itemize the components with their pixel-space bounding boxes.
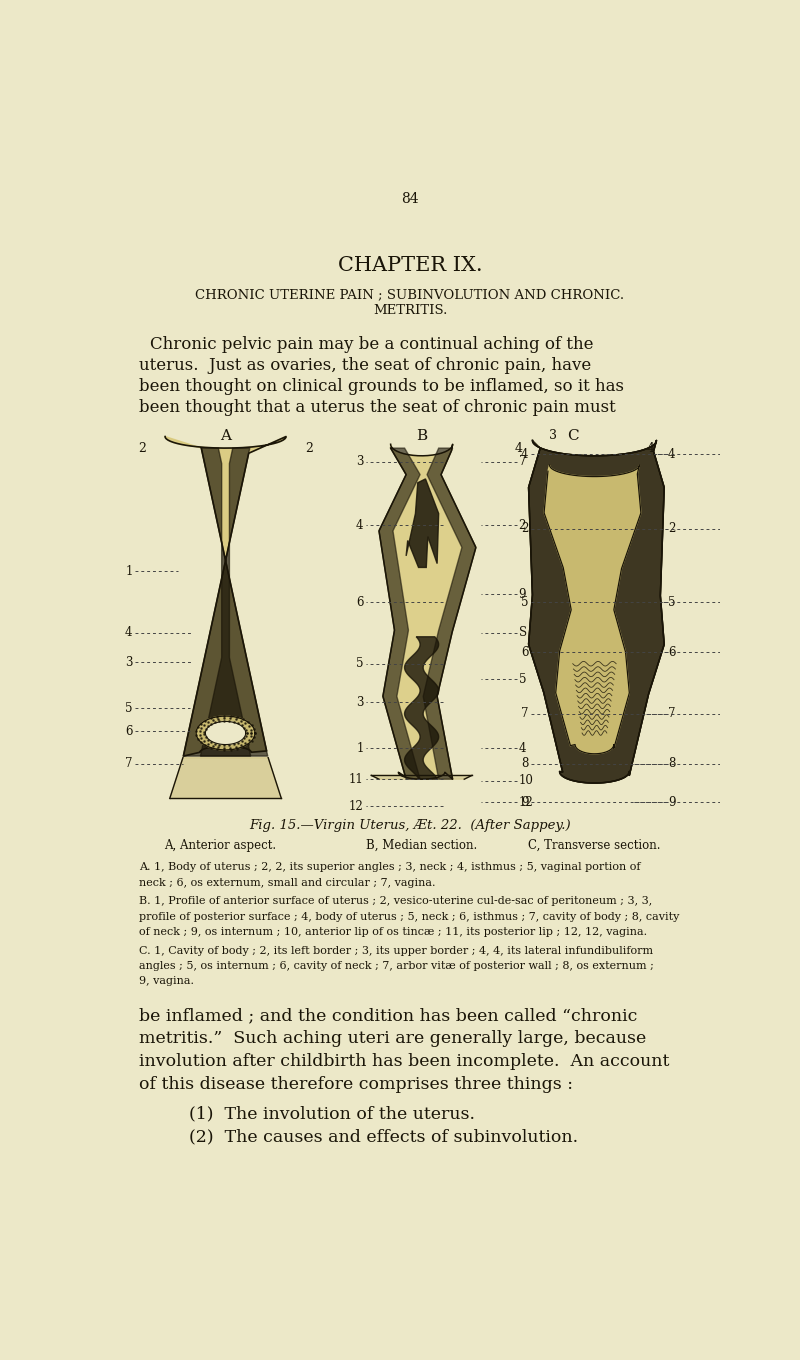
Polygon shape bbox=[405, 636, 438, 779]
Text: 12: 12 bbox=[518, 796, 534, 809]
Polygon shape bbox=[406, 479, 438, 567]
Text: 2: 2 bbox=[668, 522, 675, 536]
Text: 6: 6 bbox=[521, 646, 529, 658]
Text: Chronic pelvic pain may be a continual aching of the: Chronic pelvic pain may be a continual a… bbox=[150, 336, 594, 354]
Text: B, Median section.: B, Median section. bbox=[366, 839, 478, 853]
Text: 4: 4 bbox=[521, 447, 529, 461]
Polygon shape bbox=[201, 447, 268, 756]
Text: 4: 4 bbox=[646, 442, 654, 456]
Polygon shape bbox=[423, 447, 476, 779]
Text: 9: 9 bbox=[521, 796, 529, 809]
Text: be inflamed ; and the condition has been called “chronic: be inflamed ; and the condition has been… bbox=[138, 1008, 637, 1024]
Text: A. 1, Body of uterus ; 2, 2, its superior angles ; 3, neck ; 4, isthmus ; 5, vag: A. 1, Body of uterus ; 2, 2, its superio… bbox=[138, 862, 640, 872]
Text: 5: 5 bbox=[125, 702, 133, 715]
Text: 5: 5 bbox=[518, 673, 526, 685]
Text: 4: 4 bbox=[514, 442, 522, 456]
Text: neck ; 6, os externum, small and circular ; 7, vagina.: neck ; 6, os externum, small and circula… bbox=[138, 877, 435, 888]
Text: A: A bbox=[220, 428, 231, 443]
Text: profile of posterior surface ; 4, body of uterus ; 5, neck ; 6, isthmus ; 7, cav: profile of posterior surface ; 4, body o… bbox=[138, 911, 679, 922]
Text: angles ; 5, os internum ; 6, cavity of neck ; 7, arbor vitæ of posterior wall ; : angles ; 5, os internum ; 6, cavity of n… bbox=[138, 962, 654, 971]
Text: 7: 7 bbox=[668, 707, 675, 721]
Text: 8: 8 bbox=[668, 758, 675, 770]
Text: 5: 5 bbox=[668, 596, 675, 609]
Text: 6: 6 bbox=[125, 725, 133, 738]
Text: involution after childbirth has been incomplete.  An account: involution after childbirth has been inc… bbox=[138, 1054, 669, 1070]
Text: C: C bbox=[567, 428, 578, 443]
Polygon shape bbox=[529, 441, 664, 783]
Text: 4: 4 bbox=[668, 447, 675, 461]
Text: 6: 6 bbox=[356, 596, 363, 609]
Text: A, Anterior aspect.: A, Anterior aspect. bbox=[164, 839, 276, 853]
Text: C, Transverse section.: C, Transverse section. bbox=[528, 839, 661, 853]
Text: METRITIS.: METRITIS. bbox=[373, 305, 447, 317]
Text: 2: 2 bbox=[138, 442, 146, 456]
Polygon shape bbox=[165, 437, 286, 756]
Polygon shape bbox=[196, 717, 255, 749]
Text: 2: 2 bbox=[518, 518, 526, 532]
Text: 4: 4 bbox=[518, 743, 526, 755]
Text: 8: 8 bbox=[522, 758, 529, 770]
Text: been thought that a uterus the seat of chronic pain must: been thought that a uterus the seat of c… bbox=[138, 398, 615, 416]
Text: 3: 3 bbox=[356, 696, 363, 709]
Text: CHRONIC UTERINE PAIN ; SUBINVOLUTION AND CHRONIC.: CHRONIC UTERINE PAIN ; SUBINVOLUTION AND… bbox=[195, 288, 625, 302]
Text: 7: 7 bbox=[518, 456, 526, 468]
Text: 2: 2 bbox=[306, 442, 314, 456]
Text: uterus.  Just as ovaries, the seat of chronic pain, have: uterus. Just as ovaries, the seat of chr… bbox=[138, 358, 591, 374]
Text: B. 1, Profile of anterior surface of uterus ; 2, vesico-uterine cul-de-sac of pe: B. 1, Profile of anterior surface of ute… bbox=[138, 896, 652, 906]
Text: 2: 2 bbox=[522, 522, 529, 536]
Text: 7: 7 bbox=[521, 707, 529, 721]
Text: 3: 3 bbox=[356, 456, 363, 468]
Text: of neck ; 9, os internum ; 10, anterior lip of os tincæ ; 11, its posterior lip : of neck ; 9, os internum ; 10, anterior … bbox=[138, 928, 647, 937]
Text: C. 1, Cavity of body ; 2, its left border ; 3, its upper border ; 4, 4, its late: C. 1, Cavity of body ; 2, its left borde… bbox=[138, 945, 653, 956]
Polygon shape bbox=[379, 445, 476, 779]
Text: (2)  The causes and effects of subinvolution.: (2) The causes and effects of subinvolut… bbox=[189, 1129, 578, 1145]
Polygon shape bbox=[183, 447, 250, 756]
Text: 84: 84 bbox=[401, 193, 419, 207]
Polygon shape bbox=[529, 441, 664, 783]
Text: (1)  The involution of the uterus.: (1) The involution of the uterus. bbox=[189, 1106, 475, 1123]
Text: 7: 7 bbox=[125, 758, 133, 770]
Text: 6: 6 bbox=[668, 646, 675, 658]
Text: 9: 9 bbox=[668, 796, 675, 809]
Text: of this disease therefore comprises three things :: of this disease therefore comprises thre… bbox=[138, 1076, 573, 1093]
Polygon shape bbox=[170, 758, 282, 798]
Text: 10: 10 bbox=[518, 774, 534, 787]
Polygon shape bbox=[206, 721, 246, 744]
Text: 9, vagina.: 9, vagina. bbox=[138, 976, 194, 986]
Polygon shape bbox=[371, 775, 472, 779]
Text: S: S bbox=[518, 627, 526, 639]
Text: 5: 5 bbox=[356, 657, 363, 670]
Text: Fig. 15.—Virgin Uterus, Æt. 22.  (After Sappey.): Fig. 15.—Virgin Uterus, Æt. 22. (After S… bbox=[249, 819, 571, 832]
Text: 4: 4 bbox=[125, 627, 133, 639]
Text: CHAPTER IX.: CHAPTER IX. bbox=[338, 256, 482, 275]
Text: metritis.”  Such aching uteri are generally large, because: metritis.” Such aching uteri are general… bbox=[138, 1031, 646, 1047]
Text: 1: 1 bbox=[125, 564, 133, 578]
Text: 1: 1 bbox=[356, 743, 363, 755]
Text: 4: 4 bbox=[356, 518, 363, 532]
Text: B: B bbox=[416, 428, 427, 443]
Polygon shape bbox=[379, 447, 420, 779]
Text: 9: 9 bbox=[518, 588, 526, 601]
Polygon shape bbox=[544, 465, 641, 753]
Text: 5: 5 bbox=[521, 596, 529, 609]
Text: 11: 11 bbox=[349, 772, 363, 786]
Text: been thought on clinical grounds to be inflamed, so it has: been thought on clinical grounds to be i… bbox=[138, 378, 624, 394]
Text: 3: 3 bbox=[125, 656, 133, 669]
Text: 12: 12 bbox=[349, 800, 363, 813]
Text: 3: 3 bbox=[550, 428, 558, 442]
